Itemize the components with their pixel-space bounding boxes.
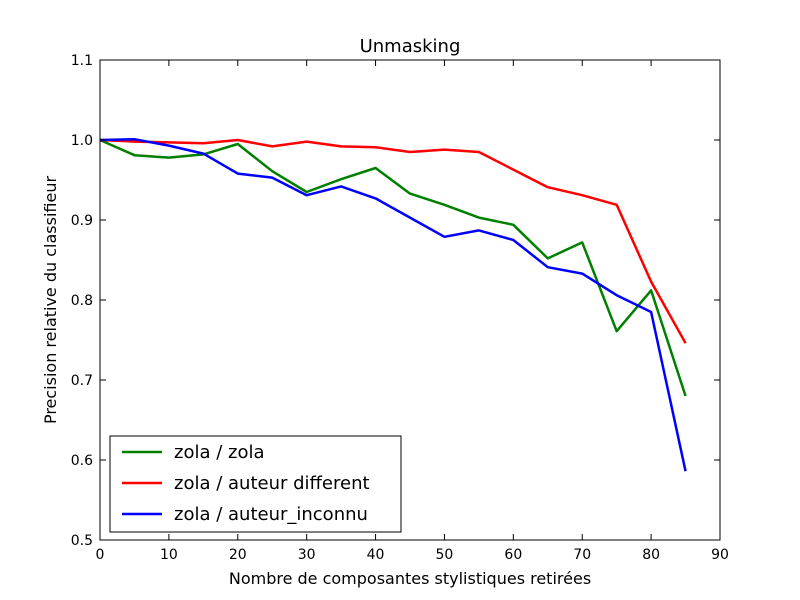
x-tick-label: 10 xyxy=(160,547,178,563)
legend-label-2: zola / auteur different xyxy=(174,473,370,494)
series-line-2 xyxy=(99,138,687,344)
y-tick-label: 0.5 xyxy=(71,533,93,549)
x-tick-label: 40 xyxy=(367,547,385,563)
legend: zola / zola zola / auteur different zola /… xyxy=(109,435,402,533)
x-tick-label: 90 xyxy=(711,547,729,563)
x-tick-label: 30 xyxy=(298,547,316,563)
x-tick-label: 0 xyxy=(96,547,105,563)
axis-ticks: 0 10 20 30 40 50 60 70 80 90 0.5 0.6 0.7 0.8 0.9 1.0 1.1 xyxy=(71,53,729,563)
y-axis-title: Precision relative du classifieur xyxy=(41,176,60,425)
legend-label-3: zola / auteur_inconnu xyxy=(174,504,368,525)
y-tick-label: 0.9 xyxy=(71,213,93,229)
legend-label-1: zola / zola xyxy=(174,442,265,463)
series-line-3 xyxy=(99,137,687,472)
y-tick-label: 0.8 xyxy=(71,293,93,309)
series-line-1 xyxy=(99,138,687,397)
y-tick-label: 1.1 xyxy=(71,53,93,69)
x-tick-label: 80 xyxy=(642,547,660,563)
series-lines xyxy=(99,137,687,472)
x-tick-label: 60 xyxy=(504,547,522,563)
x-tick-label: 50 xyxy=(436,547,454,563)
chart-title: Unmasking xyxy=(360,36,461,57)
y-tick-label: 0.6 xyxy=(71,453,93,469)
x-tick-label: 20 xyxy=(229,547,247,563)
y-tick-label: 1.0 xyxy=(71,133,93,149)
y-tick-label: 0.7 xyxy=(71,373,93,389)
x-axis-title: Nombre de composantes stylistiques retir… xyxy=(229,569,591,588)
x-tick-label: 70 xyxy=(573,547,591,563)
